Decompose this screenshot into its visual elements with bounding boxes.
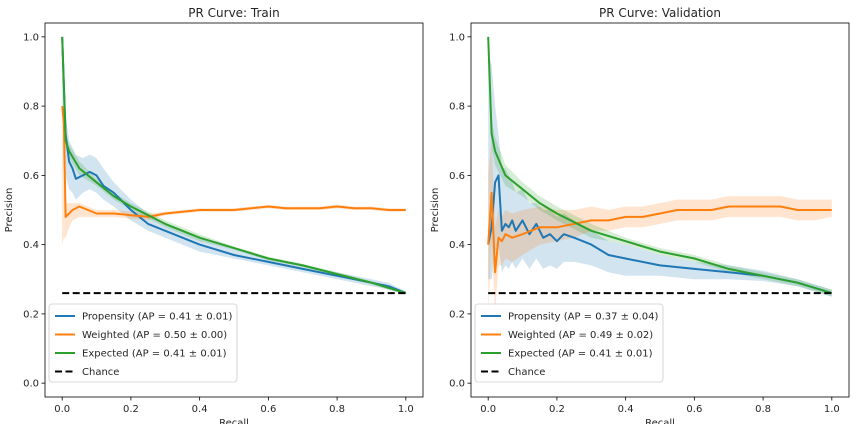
legend-label: Chance <box>82 367 119 378</box>
y-tick-label: 0.4 <box>449 240 465 251</box>
y-tick-label: 0.6 <box>23 171 39 182</box>
chart-title: PR Curve: Train <box>188 6 279 20</box>
y-tick-label: 0.0 <box>23 379 39 390</box>
y-tick-label: 1.0 <box>449 32 465 43</box>
series-line-1 <box>487 174 833 295</box>
y-tick-label: 0.2 <box>449 309 465 320</box>
legend-label: Expected (AP = 0.41 ± 0.01) <box>508 349 653 360</box>
legend-box <box>48 303 238 383</box>
x-tick-label: 0.6 <box>686 404 702 415</box>
y-axis-label: Precision <box>4 188 15 233</box>
series-band-2 <box>62 106 406 245</box>
x-axis-label: Recall <box>219 418 249 424</box>
y-tick-label: 1.0 <box>23 32 39 43</box>
x-tick-label: 1.0 <box>398 404 414 415</box>
legend-label: Propensity (AP = 0.37 ± 0.04) <box>508 312 658 323</box>
y-tick-label: 0.0 <box>449 379 465 390</box>
legend-label: Expected (AP = 0.41 ± 0.01) <box>82 349 227 360</box>
y-tick-label: 0.8 <box>23 102 39 113</box>
x-tick-label: 0.6 <box>260 404 276 415</box>
x-tick-label: 0.8 <box>329 404 345 415</box>
series-band-1 <box>488 54 832 297</box>
series-line-1 <box>61 36 407 295</box>
x-tick-label: 0.0 <box>54 404 70 415</box>
legend-label: Propensity (AP = 0.41 ± 0.01) <box>82 312 232 323</box>
x-tick-label: 0.2 <box>549 404 565 415</box>
series-line-2 <box>487 191 832 274</box>
series-line-3 <box>487 36 833 295</box>
axes-frame <box>470 22 850 398</box>
y-axis-label: Precision <box>430 188 441 233</box>
chart-title: PR Curve: Validation <box>599 6 721 20</box>
y-tick-label: 0.4 <box>23 240 39 251</box>
legend-box <box>474 303 664 383</box>
series-line-3 <box>61 36 407 295</box>
legend-label: Weighted (AP = 0.50 ± 0.00) <box>82 330 227 341</box>
x-tick-label: 1.0 <box>824 404 840 415</box>
y-tick-label: 0.2 <box>23 309 39 320</box>
axes-frame <box>44 22 424 398</box>
x-tick-label: 0.4 <box>192 404 208 415</box>
x-tick-label: 0.0 <box>480 404 496 415</box>
legend-label: Weighted (AP = 0.49 ± 0.02) <box>508 330 653 341</box>
x-tick-label: 0.8 <box>755 404 771 415</box>
x-tick-label: 0.2 <box>123 404 139 415</box>
y-tick-label: 0.8 <box>449 102 465 113</box>
x-axis-label: Recall <box>645 418 675 424</box>
series-line-2 <box>61 106 406 218</box>
chart-panel-2: 0.0 0.2 0.4 0.6 0.8 1.0 0.0 0.2 0.4 0.6 0.8 1.0 PR C… <box>430 6 850 424</box>
y-tick-label: 0.6 <box>449 171 465 182</box>
chart-panel-1: 0.0 0.2 0.4 0.6 0.8 1.0 0.0 0.2 0.4 0.6 0.8 1.0 PR C… <box>4 6 424 424</box>
series-band-1 <box>62 36 406 295</box>
legend-label: Chance <box>508 367 545 378</box>
x-tick-label: 0.4 <box>618 404 634 415</box>
legend: Propensity (AP = 0.41 ± 0.01) Weighted (A… <box>48 303 238 383</box>
legend: Propensity (AP = 0.37 ± 0.04) Weighted (A… <box>474 303 664 383</box>
